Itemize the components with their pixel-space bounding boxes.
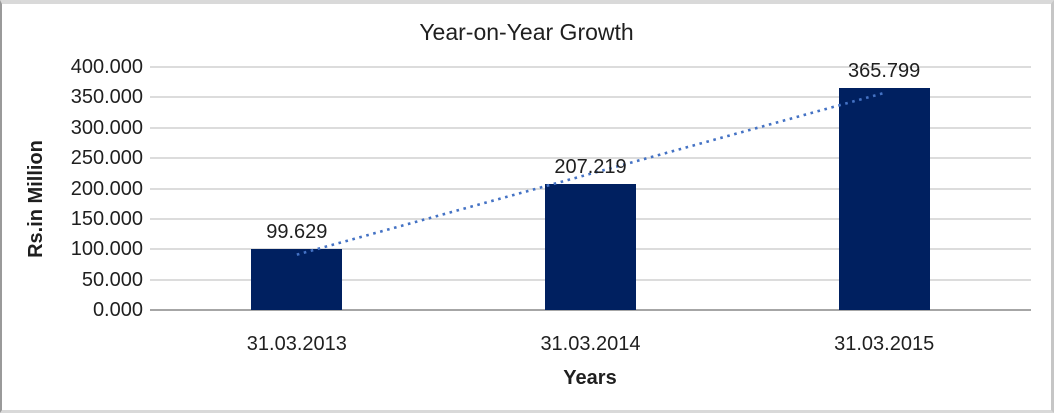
y-tick-label: 200.000 [70, 177, 143, 200]
bar-data-label: 207.219 [554, 156, 627, 179]
y-tick-label: 100.000 [70, 238, 143, 261]
y-tick-label: 250.000 [70, 147, 143, 170]
bar [251, 249, 343, 310]
x-axis-title: Years [563, 367, 617, 389]
bar [545, 184, 636, 310]
y-gridline [150, 66, 1031, 68]
x-tick-label: 31.03.2013 [246, 333, 347, 355]
x-tick-label: 31.03.2015 [834, 333, 935, 355]
bar-data-label: 365.799 [848, 59, 921, 82]
bar [838, 87, 930, 310]
x-axis-line [150, 309, 1031, 311]
y-tick-label: 400.000 [70, 56, 143, 78]
y-tick-label: 300.000 [70, 116, 143, 139]
x-tick-label: 31.03.2014 [540, 333, 641, 355]
chart-title: Year-on-Year Growth [419, 19, 634, 45]
y-tick-label: 150.000 [70, 207, 143, 230]
y-tick-label: 0.000 [92, 299, 143, 321]
y-tick-label: 350.000 [70, 86, 143, 109]
bar-data-label: 99.629 [266, 221, 328, 244]
y-tick-label: 50.000 [81, 268, 143, 291]
